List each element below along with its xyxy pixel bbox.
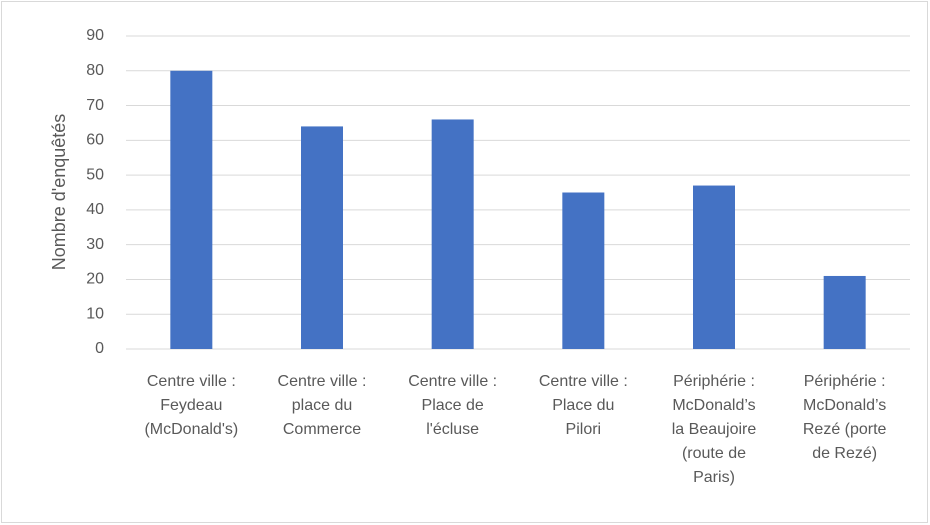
bar	[431, 119, 474, 349]
y-tick-label: 30	[86, 236, 104, 253]
y-tick-label: 0	[95, 340, 104, 357]
bar	[301, 126, 343, 349]
y-tick-label: 60	[86, 132, 104, 149]
y-axis-title: Nombre d'enquêtés	[49, 114, 69, 271]
y-tick-label: 70	[86, 97, 104, 114]
y-tick-label: 50	[86, 166, 104, 183]
y-tick-label: 20	[86, 271, 104, 288]
y-tick-label: 40	[86, 201, 104, 218]
y-tick-label: 10	[86, 305, 104, 322]
y-tick-label: 90	[86, 27, 104, 44]
x-tick-label: Centre ville : Feydeau (McDonald's)	[144, 373, 239, 438]
bar	[823, 275, 866, 349]
bar	[170, 70, 213, 350]
x-tick-label: Périphérie : McDonald’s la Beaujoire (ro…	[671, 373, 757, 486]
x-tick-label: Centre ville : Place de l'écluse	[408, 373, 498, 438]
x-tick-label: Centre ville : Place du Pilori	[538, 373, 628, 438]
x-tick-label: Périphérie : McDonald’s Rezé (porte de R…	[802, 373, 887, 462]
bar	[562, 192, 605, 349]
y-tick-label: 80	[86, 62, 104, 79]
x-tick-label: Centre ville : place du Commerce	[277, 373, 367, 438]
bar	[693, 185, 735, 349]
